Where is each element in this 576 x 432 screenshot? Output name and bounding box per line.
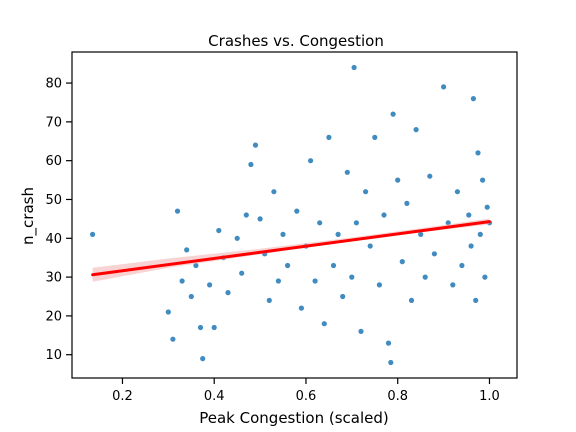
- data-point: [197, 324, 204, 331]
- data-point: [193, 262, 199, 269]
- y-tick-label: 50: [45, 193, 62, 208]
- data-point: [367, 243, 373, 249]
- y-tick-label: 60: [45, 154, 62, 169]
- data-point: [351, 64, 357, 71]
- data-point: [294, 208, 300, 214]
- data-point: [466, 212, 472, 218]
- data-point: [441, 84, 447, 90]
- data-point: [234, 235, 240, 241]
- data-point: [431, 251, 437, 257]
- x-tick-label: 0.6: [296, 389, 317, 404]
- data-point: [422, 274, 428, 280]
- x-tick-label: 0.2: [112, 389, 133, 404]
- data-point: [388, 359, 394, 366]
- x-axis-label: Peak Congestion (scaled): [199, 409, 389, 427]
- data-point: [408, 297, 415, 303]
- chart-title: Crashes vs. Congestion: [208, 32, 384, 50]
- data-point: [271, 189, 277, 195]
- data-point: [390, 111, 396, 117]
- data-point: [372, 134, 378, 140]
- data-point: [216, 227, 222, 234]
- data-point: [280, 231, 286, 237]
- y-tick-label: 30: [45, 271, 62, 286]
- data-point: [326, 134, 332, 140]
- data-point: [353, 220, 359, 226]
- data-point: [312, 278, 318, 284]
- data-point: [381, 212, 387, 218]
- data-point: [174, 208, 181, 214]
- plot-area: [90, 64, 493, 366]
- data-point: [454, 189, 460, 195]
- data-point: [450, 282, 456, 288]
- data-point: [184, 247, 190, 253]
- data-point: [413, 127, 419, 133]
- data-point: [376, 282, 382, 288]
- data-point: [317, 220, 323, 226]
- data-point: [363, 189, 369, 195]
- confidence-band: [92, 218, 490, 282]
- data-point: [308, 158, 314, 164]
- data-point: [179, 278, 185, 284]
- data-point: [445, 220, 451, 226]
- data-point: [385, 340, 392, 346]
- data-point: [90, 231, 96, 237]
- x-tick-label: 1.0: [479, 389, 500, 404]
- regression-line: [91, 220, 491, 277]
- data-point: [165, 309, 171, 315]
- data-point: [418, 231, 424, 237]
- data-point: [211, 324, 217, 331]
- data-point: [427, 173, 433, 179]
- data-point: [225, 290, 231, 296]
- data-point: [484, 204, 490, 210]
- data-point: [399, 259, 405, 265]
- data-point: [358, 328, 364, 334]
- data-point: [480, 177, 486, 183]
- data-point: [475, 150, 481, 156]
- data-point: [321, 321, 327, 327]
- data-point: [477, 231, 483, 237]
- data-point: [395, 177, 401, 183]
- data-point: [473, 297, 479, 303]
- data-point: [252, 142, 259, 148]
- y-tick-label: 80: [45, 77, 62, 92]
- data-point: [188, 293, 194, 300]
- data-point: [482, 274, 488, 280]
- data-point: [275, 278, 281, 284]
- data-point: [404, 200, 410, 206]
- y-tick-label: 70: [45, 115, 62, 130]
- plot-frame: [71, 51, 518, 379]
- data-point: [470, 96, 476, 102]
- y-tick-label: 20: [45, 309, 62, 324]
- data-point: [239, 270, 245, 276]
- data-point: [207, 282, 213, 288]
- data-point: [200, 356, 206, 362]
- data-point: [468, 243, 474, 249]
- y-tick-label: 40: [45, 232, 62, 247]
- data-point: [335, 231, 341, 237]
- y-axis-label: n_crash: [19, 187, 38, 245]
- data-point: [266, 297, 272, 303]
- data-point: [285, 262, 291, 269]
- data-point: [298, 305, 304, 311]
- x-tick-label: 0.8: [387, 389, 408, 404]
- data-point: [344, 169, 350, 175]
- data-point: [330, 262, 337, 269]
- data-point: [243, 212, 249, 218]
- data-point: [257, 216, 263, 222]
- x-axis: 0.2 0.4 0.6 0.8 1.0: [112, 378, 500, 404]
- y-tick-label: 10: [45, 348, 62, 363]
- y-axis: 10 20 30 40 50 60 70 80: [45, 77, 72, 363]
- data-point: [248, 161, 254, 168]
- data-point: [340, 293, 346, 300]
- data-point: [349, 274, 355, 280]
- x-tick-label: 0.4: [204, 389, 225, 404]
- data-point: [170, 336, 176, 342]
- data-point: [459, 262, 465, 269]
